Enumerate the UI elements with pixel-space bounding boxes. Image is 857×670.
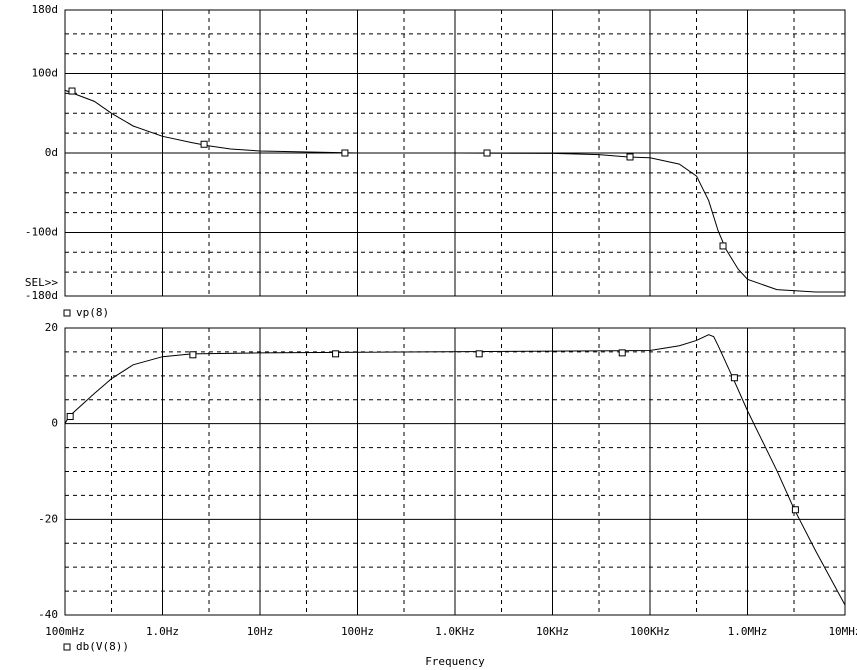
curve-marker — [730, 374, 738, 382]
y-tick-label: 20 — [45, 321, 58, 334]
legend-label: vp(8) — [76, 306, 109, 319]
y-tick-label: 0d — [45, 146, 58, 159]
x-tick-label: 100mHz — [45, 625, 85, 638]
y-tick-label: -180d — [25, 289, 58, 302]
curve-marker — [189, 351, 197, 359]
curve-marker — [200, 140, 208, 148]
x-tick-label: 1.0KHz — [435, 625, 475, 638]
curve-marker — [483, 149, 491, 157]
y-tick-label: 100d — [32, 67, 59, 80]
y-tick-label: -40 — [38, 608, 58, 621]
curve-marker — [475, 350, 483, 358]
cursor-label: SEL>> — [25, 276, 58, 289]
y-tick-label: 0 — [51, 417, 58, 430]
curve-marker — [66, 412, 74, 420]
curve-marker — [341, 149, 349, 157]
x-axis-label: Frequency — [425, 655, 485, 668]
y-tick-label: -100d — [25, 225, 58, 238]
x-tick-label: 10Hz — [247, 625, 274, 638]
x-tick-label: 10KHz — [536, 625, 569, 638]
x-tick-label: 1.0Hz — [146, 625, 179, 638]
x-tick-label: 10MHz — [828, 625, 857, 638]
curve — [64, 334, 846, 606]
plot-frame — [64, 327, 846, 616]
curve-marker — [791, 506, 799, 514]
curve — [64, 89, 845, 293]
x-tick-label: 1.0MHz — [728, 625, 768, 638]
curve-marker — [626, 153, 634, 161]
legend-label: db(V(8)) — [76, 640, 129, 653]
curve-marker — [68, 87, 76, 95]
x-tick-label: 100KHz — [630, 625, 670, 638]
y-tick-label: -20 — [38, 512, 58, 525]
plot-frame — [64, 9, 846, 297]
legend-symbol — [63, 309, 71, 317]
curve-marker — [332, 350, 340, 358]
curve-marker — [719, 242, 727, 250]
y-tick-label: 180d — [32, 3, 59, 16]
x-tick-label: 100Hz — [341, 625, 374, 638]
curve-marker — [618, 349, 626, 357]
legend-symbol — [63, 643, 71, 651]
